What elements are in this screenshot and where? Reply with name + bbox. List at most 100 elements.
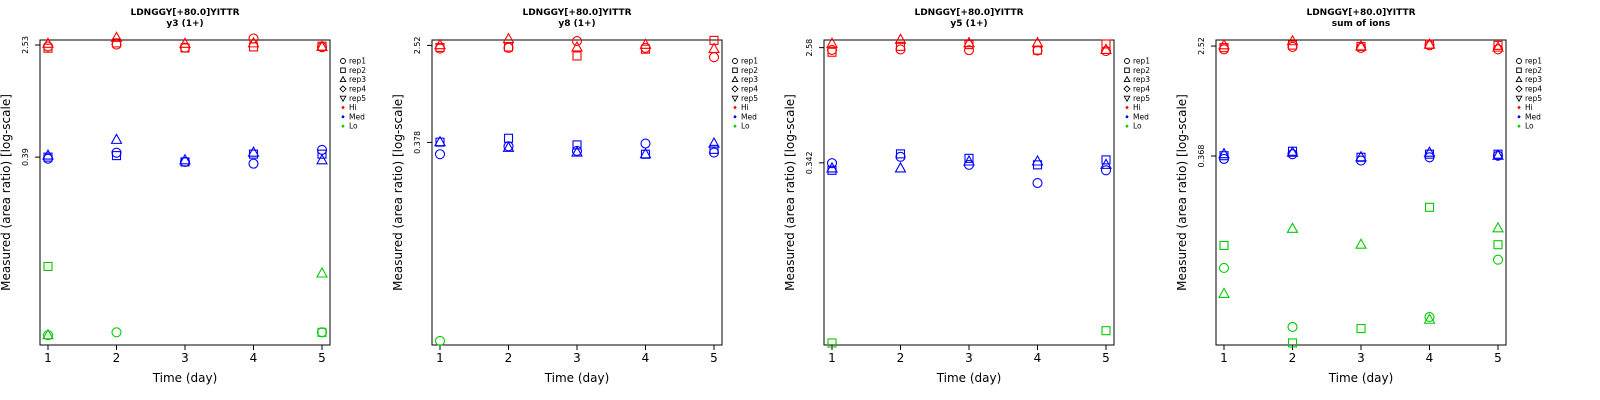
data-point [1219,240,1229,251]
legend-swatch [340,58,346,64]
data-point [110,133,123,144]
data-point [180,43,190,53]
data-point [434,135,446,147]
legend-label: Lo [1133,122,1142,131]
data-point [1355,39,1367,51]
legend-label: rep1 [1133,57,1150,66]
legend-label: rep4 [349,85,366,94]
x-tick-label: 5 [710,351,718,365]
x-tick-label: 4 [1034,351,1042,365]
legend-label: rep2 [741,66,758,75]
data-point [1031,36,1044,48]
legend-swatch [732,58,738,64]
data-point [1287,41,1298,52]
data-point [826,37,838,48]
data-point [1423,146,1436,157]
data-point [1101,39,1111,49]
data-point [1287,321,1298,333]
legend-label: Lo [741,122,750,131]
legend-label: rep2 [1133,66,1150,75]
data-point [179,37,191,48]
data-point [1423,38,1436,49]
data-point [572,51,582,61]
data-point [316,40,328,51]
legend-label: Lo [1525,122,1534,131]
y-tick-label: 0.39 [21,148,30,166]
data-point [1218,153,1230,164]
data-point [1032,45,1043,55]
plot-frame [823,39,1115,346]
legend-swatch [731,95,739,103]
data-point [247,146,260,157]
data-point [42,37,54,48]
data-point [434,335,446,346]
legend-swatch [1517,124,1521,128]
x-tick-label: 5 [318,351,326,365]
data-point [1492,221,1504,233]
data-point [502,32,515,44]
legend-label: Hi [1133,103,1141,112]
legend-swatch [1515,85,1523,93]
data-point [826,158,838,169]
data-point [709,144,719,154]
data-point [963,154,975,166]
data-point [247,36,260,48]
legend-swatch [1124,67,1130,74]
data-point [708,136,720,148]
data-point [111,147,122,158]
chart-title: LDNGGY[+80.0]YITTR [1306,8,1415,18]
x-tick-label: 1 [44,351,52,365]
x-tick-label: 5 [1494,351,1502,365]
legend-swatch [1517,106,1521,109]
data-point [1424,152,1435,163]
y-axis-label: Measured (area ratio) [log-scale] [0,94,13,291]
data-point [827,47,837,57]
y-tick-label: 0.342 [805,151,814,174]
legend-swatch [733,106,737,109]
legend-label: Med [741,112,757,121]
legend-swatch [339,95,347,103]
x-tick-label: 2 [113,351,121,365]
data-point [317,149,327,159]
data-point [316,153,328,165]
y-tick-label: 0.378 [413,131,422,154]
legend-label: rep2 [349,66,366,75]
data-point [1101,326,1111,336]
data-point [571,36,583,47]
legend-label: Med [1133,112,1149,121]
data-point [110,31,123,42]
data-point [1287,149,1298,160]
chart-subtitle: y8 (1+) [558,19,595,29]
data-point [1355,238,1367,249]
data-point [111,327,122,338]
legend-label: Hi [349,103,357,112]
data-point [1218,262,1230,273]
legend-swatch [1515,75,1523,83]
data-point [640,138,651,149]
data-point [1101,155,1111,165]
data-point [179,156,191,167]
x-tick-label: 1 [436,351,444,365]
legend-swatch [732,67,738,74]
x-tick-label: 4 [642,351,650,365]
data-point [708,52,720,63]
data-point [1356,324,1366,334]
data-point [111,151,122,161]
y-axis-label: Measured (area ratio) [log-scale] [391,94,405,291]
data-point [1100,43,1112,54]
data-point [1492,254,1504,265]
data-point [826,44,838,55]
legend-label: rep3 [741,75,758,84]
plot-frame [1215,39,1507,346]
data-point [1493,240,1503,250]
data-point [571,145,583,157]
legend-swatch [1123,85,1131,93]
plot-frame [39,39,331,346]
legend-swatch [340,67,346,74]
chart-title: LDNGGY[+80.0]YITTR [130,8,239,18]
